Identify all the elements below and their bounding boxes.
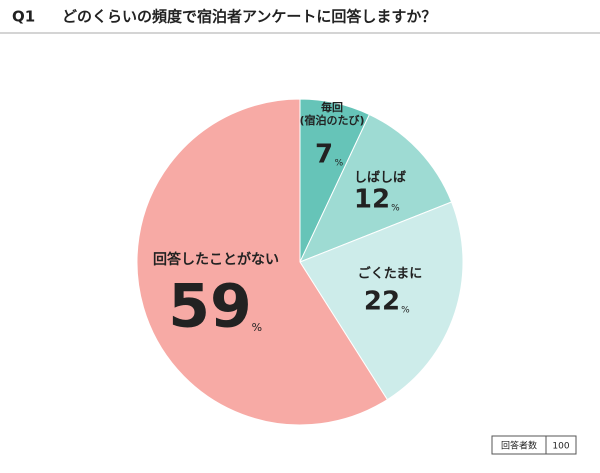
pie-slice [299,113,453,263]
pie-slice [299,201,464,401]
respondents-box [545,435,577,455]
slice-label: 回答したことがない [153,251,279,268]
respondents: 100 [552,442,569,452]
unit-label: % [401,305,410,315]
unit-label: % [252,321,262,334]
value-label: 59 [168,272,252,342]
chart-title: どのくらいの頻度で宿泊者アンケートに回答しますか？ [62,8,436,26]
value-label: 12 [354,185,390,215]
slice-label: 毎回(宿泊のたび) [299,100,364,127]
slice-label: しばしば [354,171,406,186]
value-label: 22 [364,287,400,317]
slice-label: ごくたまに [358,266,423,282]
value-label: 7 [315,140,333,170]
pie-slice [136,98,389,426]
unit-label: % [335,158,344,168]
question-number: Q1 [12,8,35,26]
respondents-label: 回答者数 [501,440,537,452]
unit-label: % [391,203,400,213]
